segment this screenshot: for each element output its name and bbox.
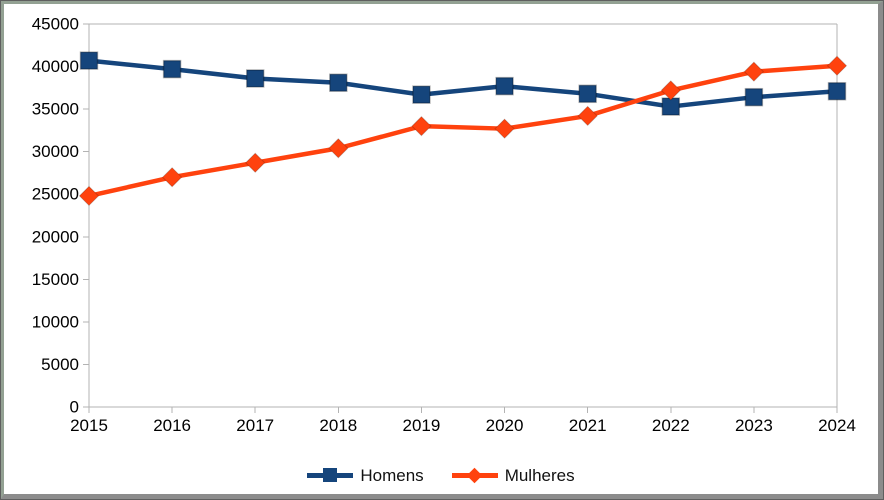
x-tick-label: 2017 <box>236 416 274 435</box>
legend-label-homens: Homens <box>360 466 424 485</box>
legend-item-mulheres: Mulheres <box>451 466 575 485</box>
y-tick-label: 25000 <box>32 185 79 204</box>
legend-item-homens: Homens <box>307 466 424 485</box>
data-point-diamond <box>577 105 598 127</box>
data-point-square <box>578 84 597 104</box>
y-tick-label: 35000 <box>32 100 79 119</box>
square-marker-icon <box>323 468 338 482</box>
data-point-diamond <box>411 115 432 137</box>
legend-marker-homens <box>307 468 354 482</box>
data-point-square <box>245 69 265 88</box>
x-tick-label: 2023 <box>735 416 773 435</box>
data-point-square <box>827 81 847 101</box>
data-point-diamond <box>161 166 183 188</box>
y-tick-label: 30000 <box>32 142 79 161</box>
data-point-square <box>162 59 182 79</box>
chart-svg: 0 5000 10000 15000 20000 25000 30000 35000 40000… <box>32 15 856 436</box>
y-tick-label: 20000 <box>32 227 79 246</box>
data-point-square <box>412 85 431 104</box>
y-tick-label: 45000 <box>32 15 79 34</box>
x-tick-label: 2024 <box>818 416 856 435</box>
y-tick-label: 0 <box>70 398 79 417</box>
y-tick-label: 40000 <box>32 57 79 76</box>
x-tick-label: 2016 <box>153 416 191 435</box>
y-tick-label: 15000 <box>32 270 79 289</box>
data-point-square <box>79 51 99 70</box>
x-tick-label: 2020 <box>486 416 524 435</box>
data-point-square <box>329 73 348 92</box>
x-tick-label: 2018 <box>319 416 357 435</box>
diamond-marker-icon <box>466 467 482 484</box>
chart-legend: Homens Mulheres <box>4 467 878 484</box>
data-point-square <box>495 76 514 96</box>
data-point-diamond <box>826 55 848 76</box>
legend-label-mulheres: Mulheres <box>504 466 575 485</box>
y-tick-label: 10000 <box>32 312 79 331</box>
data-point-diamond <box>660 80 681 101</box>
line-chart: 0 5000 10000 15000 20000 25000 30000 35000 40000… <box>4 4 878 494</box>
x-tick-label: 2021 <box>569 416 607 435</box>
series-line-mulheres <box>88 63 838 199</box>
data-point-diamond <box>743 61 765 82</box>
data-point-square <box>744 87 764 107</box>
data-point-diamond <box>245 152 266 173</box>
data-point-square <box>661 97 681 116</box>
x-tick-label: 2015 <box>70 416 108 435</box>
series-line-homens <box>88 58 838 109</box>
x-tick-label: 2019 <box>403 416 441 435</box>
legend-marker-mulheres <box>451 467 498 484</box>
x-tick-label: 2022 <box>652 416 690 435</box>
y-tick-label: 5000 <box>41 355 79 374</box>
data-point-diamond <box>328 138 349 159</box>
data-point-diamond <box>78 185 100 207</box>
data-point-diamond <box>494 118 515 139</box>
